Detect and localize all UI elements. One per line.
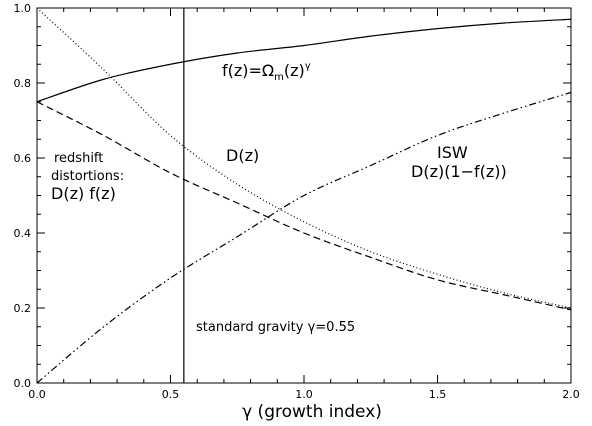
annotation-isw-formula: D(z)(1−f(z)) bbox=[411, 162, 507, 181]
y-tick-label: 0.8 bbox=[14, 77, 32, 90]
x-tick-label: 1.0 bbox=[295, 388, 313, 401]
annotation-rsd-line2: distortions: bbox=[51, 169, 124, 184]
x-tick-label: 1.5 bbox=[429, 388, 447, 401]
annotation-rsd-line3: D(z) f(z) bbox=[51, 184, 116, 203]
y-tick-label: 1.0 bbox=[14, 2, 32, 15]
series-line-dashed bbox=[36, 101, 572, 311]
series-line-dash-dot-dot bbox=[36, 91, 572, 384]
x-tick-label: 2.0 bbox=[562, 388, 580, 401]
annotations-layer: f(z)=Ωm(z)γ D(z) ISW D(z)(1−f(z)) redshi… bbox=[51, 61, 507, 422]
x-tick-label: 0.5 bbox=[162, 388, 180, 401]
y-tick-label: 0.0 bbox=[14, 377, 32, 390]
annotation-standard-gravity: standard gravity γ=0.55 bbox=[196, 320, 355, 335]
y-tick-label: 0.4 bbox=[14, 227, 32, 240]
annotation-dz: D(z) bbox=[226, 146, 259, 165]
annotation-f-label: f(z)=Ωm(z)γ bbox=[222, 61, 311, 83]
y-tick-label: 0.2 bbox=[14, 302, 32, 315]
series-line-solid bbox=[36, 18, 572, 103]
series-layer bbox=[36, 7, 572, 384]
x-axis-label: γ (growth index) bbox=[242, 402, 382, 422]
x-tick-label: 0.0 bbox=[28, 388, 46, 401]
annotation-isw-title: ISW bbox=[437, 143, 468, 162]
y-tick-label: 0.6 bbox=[14, 152, 32, 165]
plot-axes: 0.0 0.5 1.0 1.5 2.0 0.0 0.2 0.4 0.6 0.8 1.0 bbox=[14, 2, 580, 401]
annotation-rsd-line1: redshift bbox=[54, 151, 103, 166]
series-line-dotted bbox=[36, 7, 572, 309]
